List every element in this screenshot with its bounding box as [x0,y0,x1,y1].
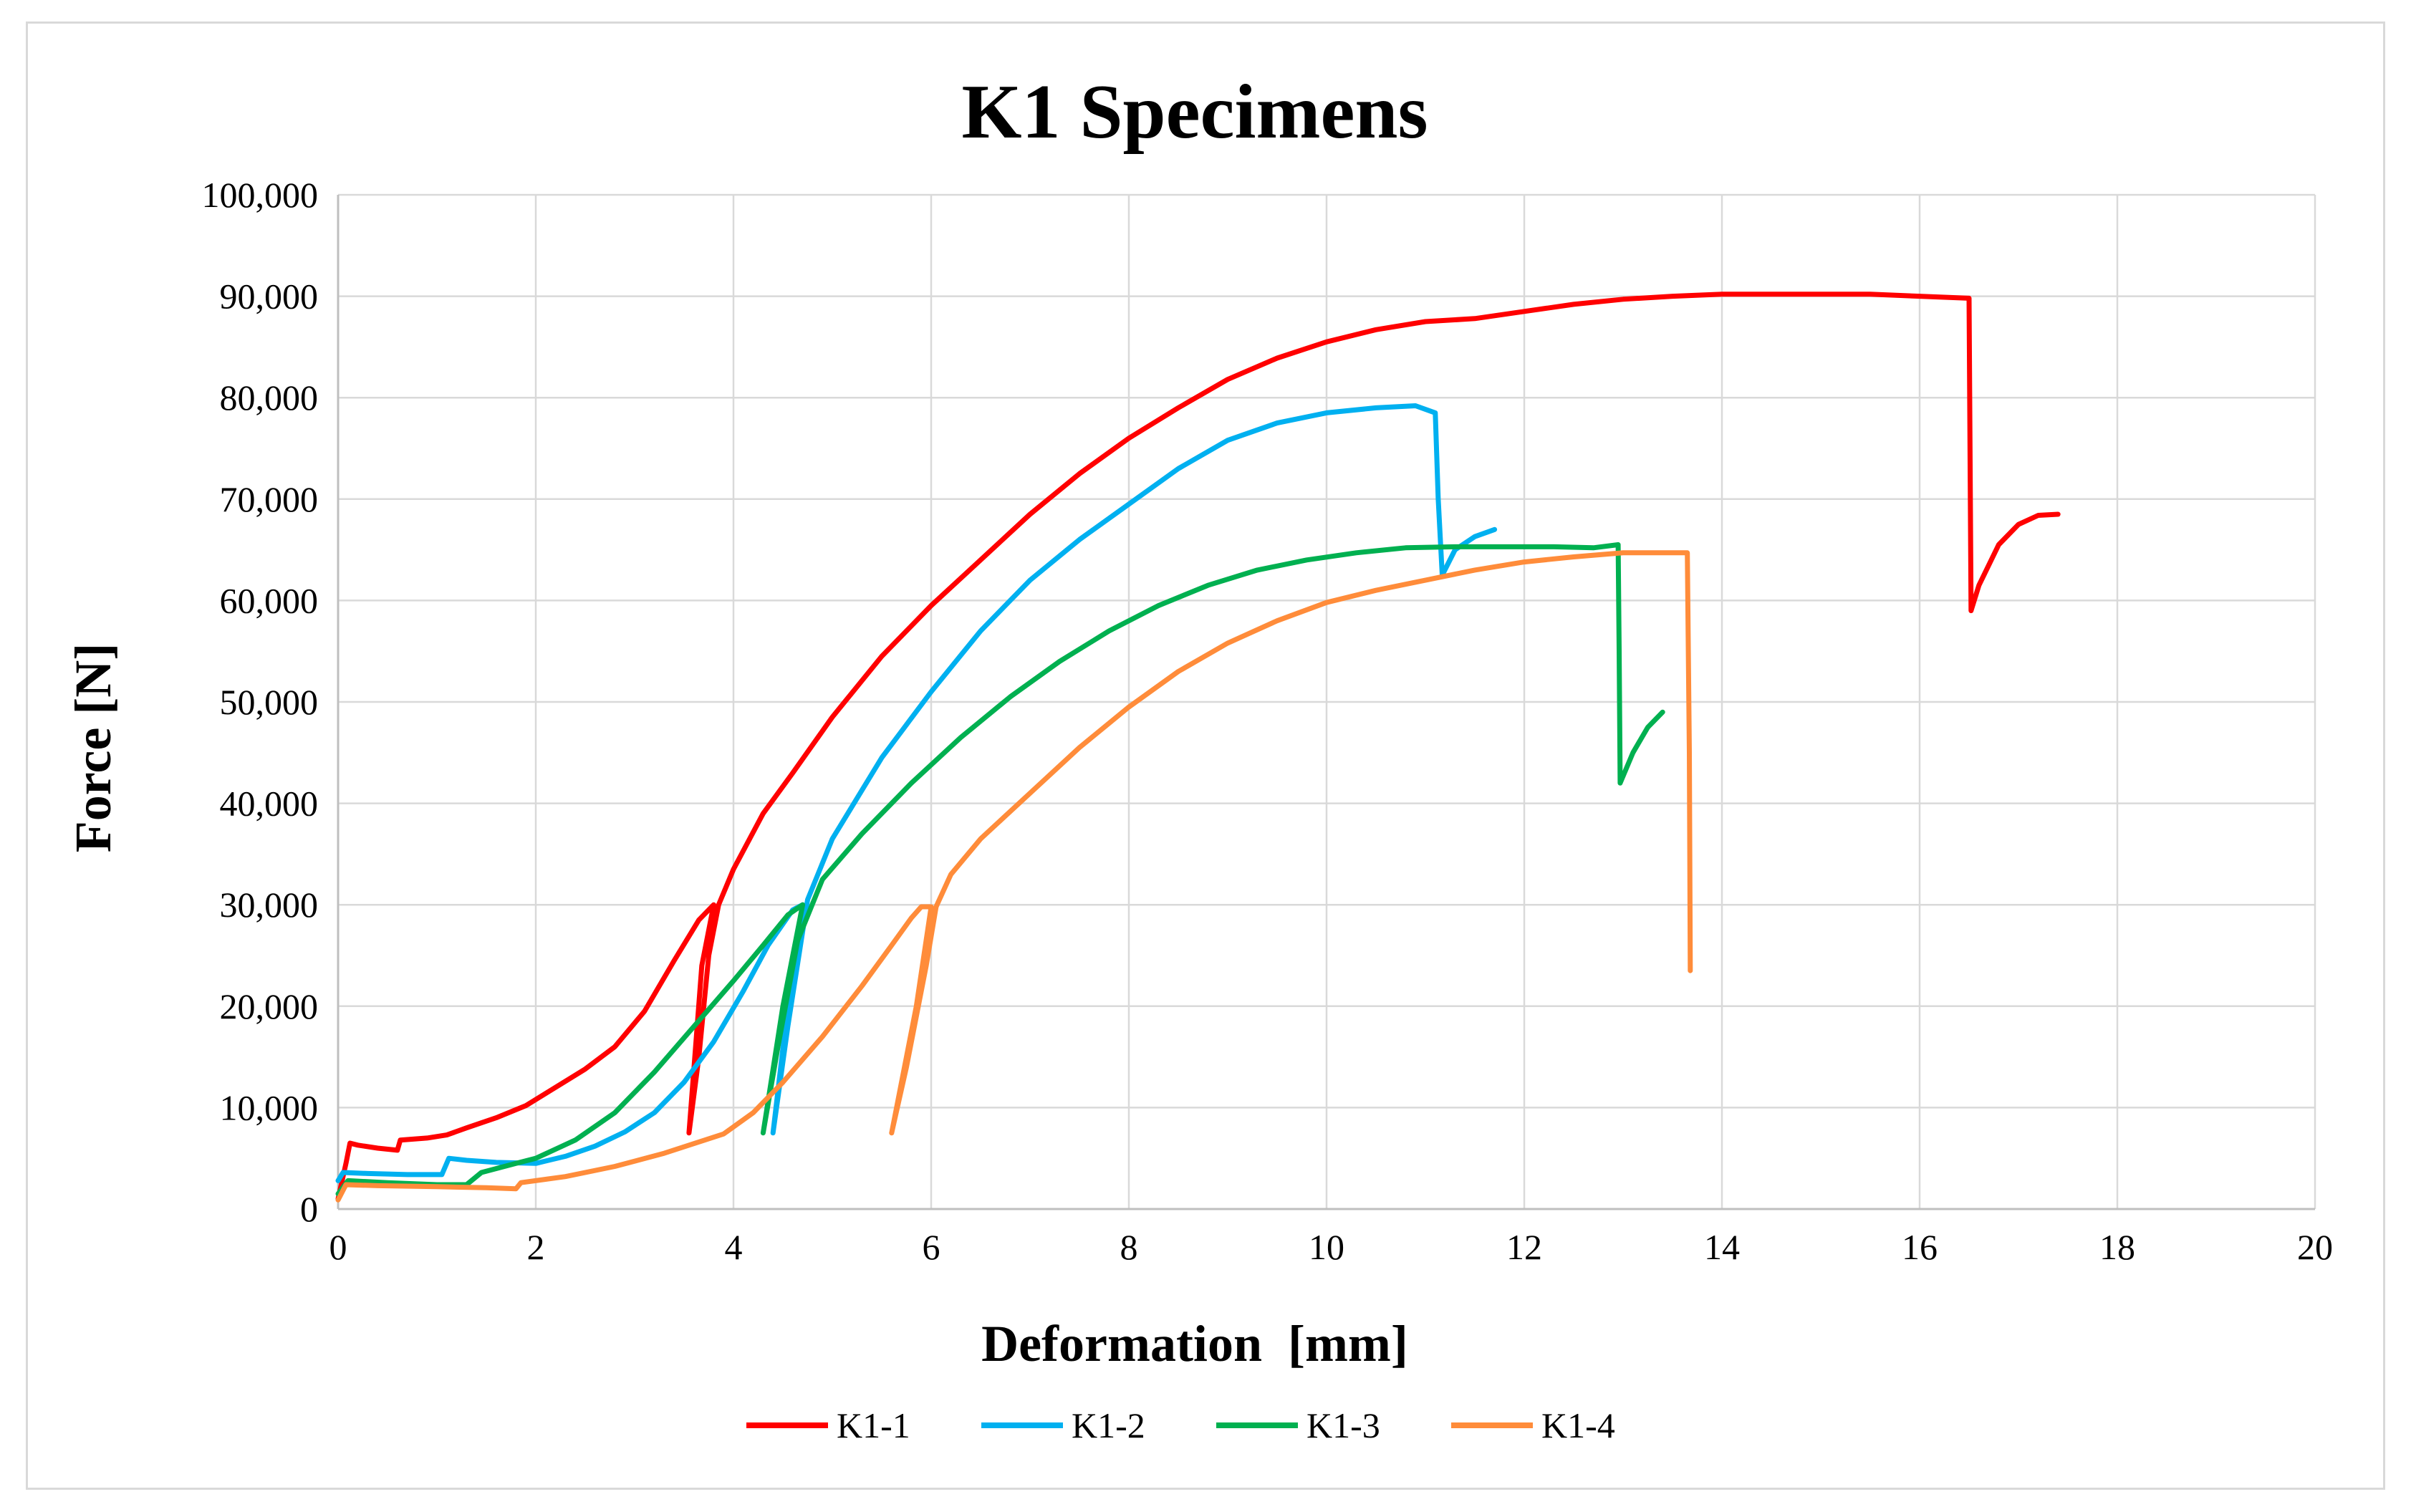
x-tick-labels: 0 2 4 6 8 10 12 14 16 18 20 [329,1227,2334,1267]
y-tick-label: 80,000 [220,377,319,418]
legend-label: K1-2 [1072,1405,1145,1445]
legend-label: K1-3 [1306,1405,1380,1445]
x-axis-title: Deformation [mm] [981,1315,1408,1372]
x-tick-label: 18 [2099,1227,2135,1267]
legend-label: K1-4 [1541,1405,1615,1445]
y-tick-label: 50,000 [220,682,319,722]
chart-frame [26,21,2385,1490]
y-tick-label: 70,000 [220,479,319,519]
legend: K1-1 K1-2 K1-3 K1-4 [746,1405,1615,1445]
y-tick-label: 0 [300,1189,318,1229]
series-line-k1-3 [335,542,1665,1197]
y-tick-label: 90,000 [220,276,319,317]
y-axis-title: Force [N] [64,643,122,853]
axes [337,195,2315,1210]
x-tick-label: 12 [1506,1227,1542,1267]
y-tick-label: 100,000 [202,175,319,215]
series-line-k1-1 [335,292,2061,1202]
x-tick-label: 0 [329,1227,347,1267]
legend-label: K1-1 [837,1405,910,1445]
series-line-k1-2 [335,403,1498,1183]
x-tick-label: 10 [1309,1227,1344,1267]
y-tick-label: 60,000 [220,580,319,620]
series-line-k1-4 [335,550,1693,1203]
chart-title: K1 Specimens [961,69,1428,155]
x-tick-label: 20 [2297,1227,2333,1267]
y-tick-label: 20,000 [220,986,319,1026]
gridlines [338,193,2316,1209]
y-tick-label: 30,000 [220,885,319,925]
x-tick-label: 6 [923,1227,940,1267]
y-tick-label: 40,000 [220,784,319,824]
x-tick-label: 16 [1902,1227,1938,1267]
x-tick-label: 2 [527,1227,545,1267]
y-tick-labels: 0 10,000 20,000 30,000 40,000 50,000 60,000 70,… [202,175,319,1229]
series-lines [335,292,2061,1203]
x-tick-label: 14 [1704,1227,1740,1267]
x-tick-label: 8 [1120,1227,1138,1267]
x-tick-label: 4 [725,1227,743,1267]
y-tick-label: 10,000 [220,1087,319,1127]
